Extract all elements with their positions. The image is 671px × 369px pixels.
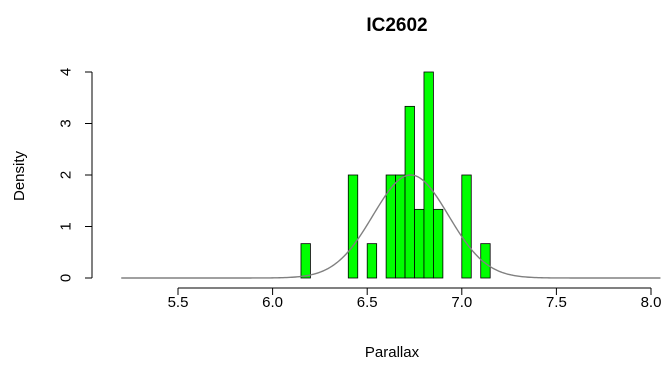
- y-tick-label: 3: [58, 119, 75, 127]
- histogram-bar: [395, 174, 406, 279]
- x-axis-label: Parallax: [365, 344, 420, 361]
- histogram-bar: [480, 243, 491, 279]
- y-tick-label: 4: [58, 68, 75, 76]
- x-axis-ticks: 5.5 6.0 6.5 7.0 7.5 8.0: [168, 288, 662, 311]
- x-tick-label: 8.0: [641, 294, 662, 311]
- histogram-bar: [404, 105, 415, 279]
- histogram-bar: [366, 243, 378, 279]
- histogram-bar: [414, 208, 425, 279]
- y-tick-label: 0: [58, 274, 75, 282]
- x-tick-label: 6.5: [357, 294, 378, 311]
- x-tick-label: 6.0: [262, 294, 283, 311]
- histogram-bar: [347, 174, 359, 279]
- histogram-bar: [423, 71, 434, 279]
- y-axis-ticks: 0 1 2 3 4: [58, 68, 92, 282]
- histogram-bar: [385, 174, 396, 279]
- x-tick-label: 7.0: [451, 294, 472, 311]
- histogram-bar: [461, 174, 472, 279]
- histogram-bar: [433, 208, 444, 279]
- x-tick-label: 7.5: [546, 294, 567, 311]
- y-axis-label: Density: [11, 150, 28, 201]
- histogram-bar: [300, 243, 311, 279]
- density-curve: [121, 174, 661, 279]
- y-tick-label: 1: [58, 222, 75, 230]
- x-tick-label: 5.5: [168, 294, 189, 311]
- histogram-bars: [300, 71, 491, 279]
- chart-title: IC2602: [366, 15, 427, 36]
- y-tick-label: 2: [58, 171, 75, 179]
